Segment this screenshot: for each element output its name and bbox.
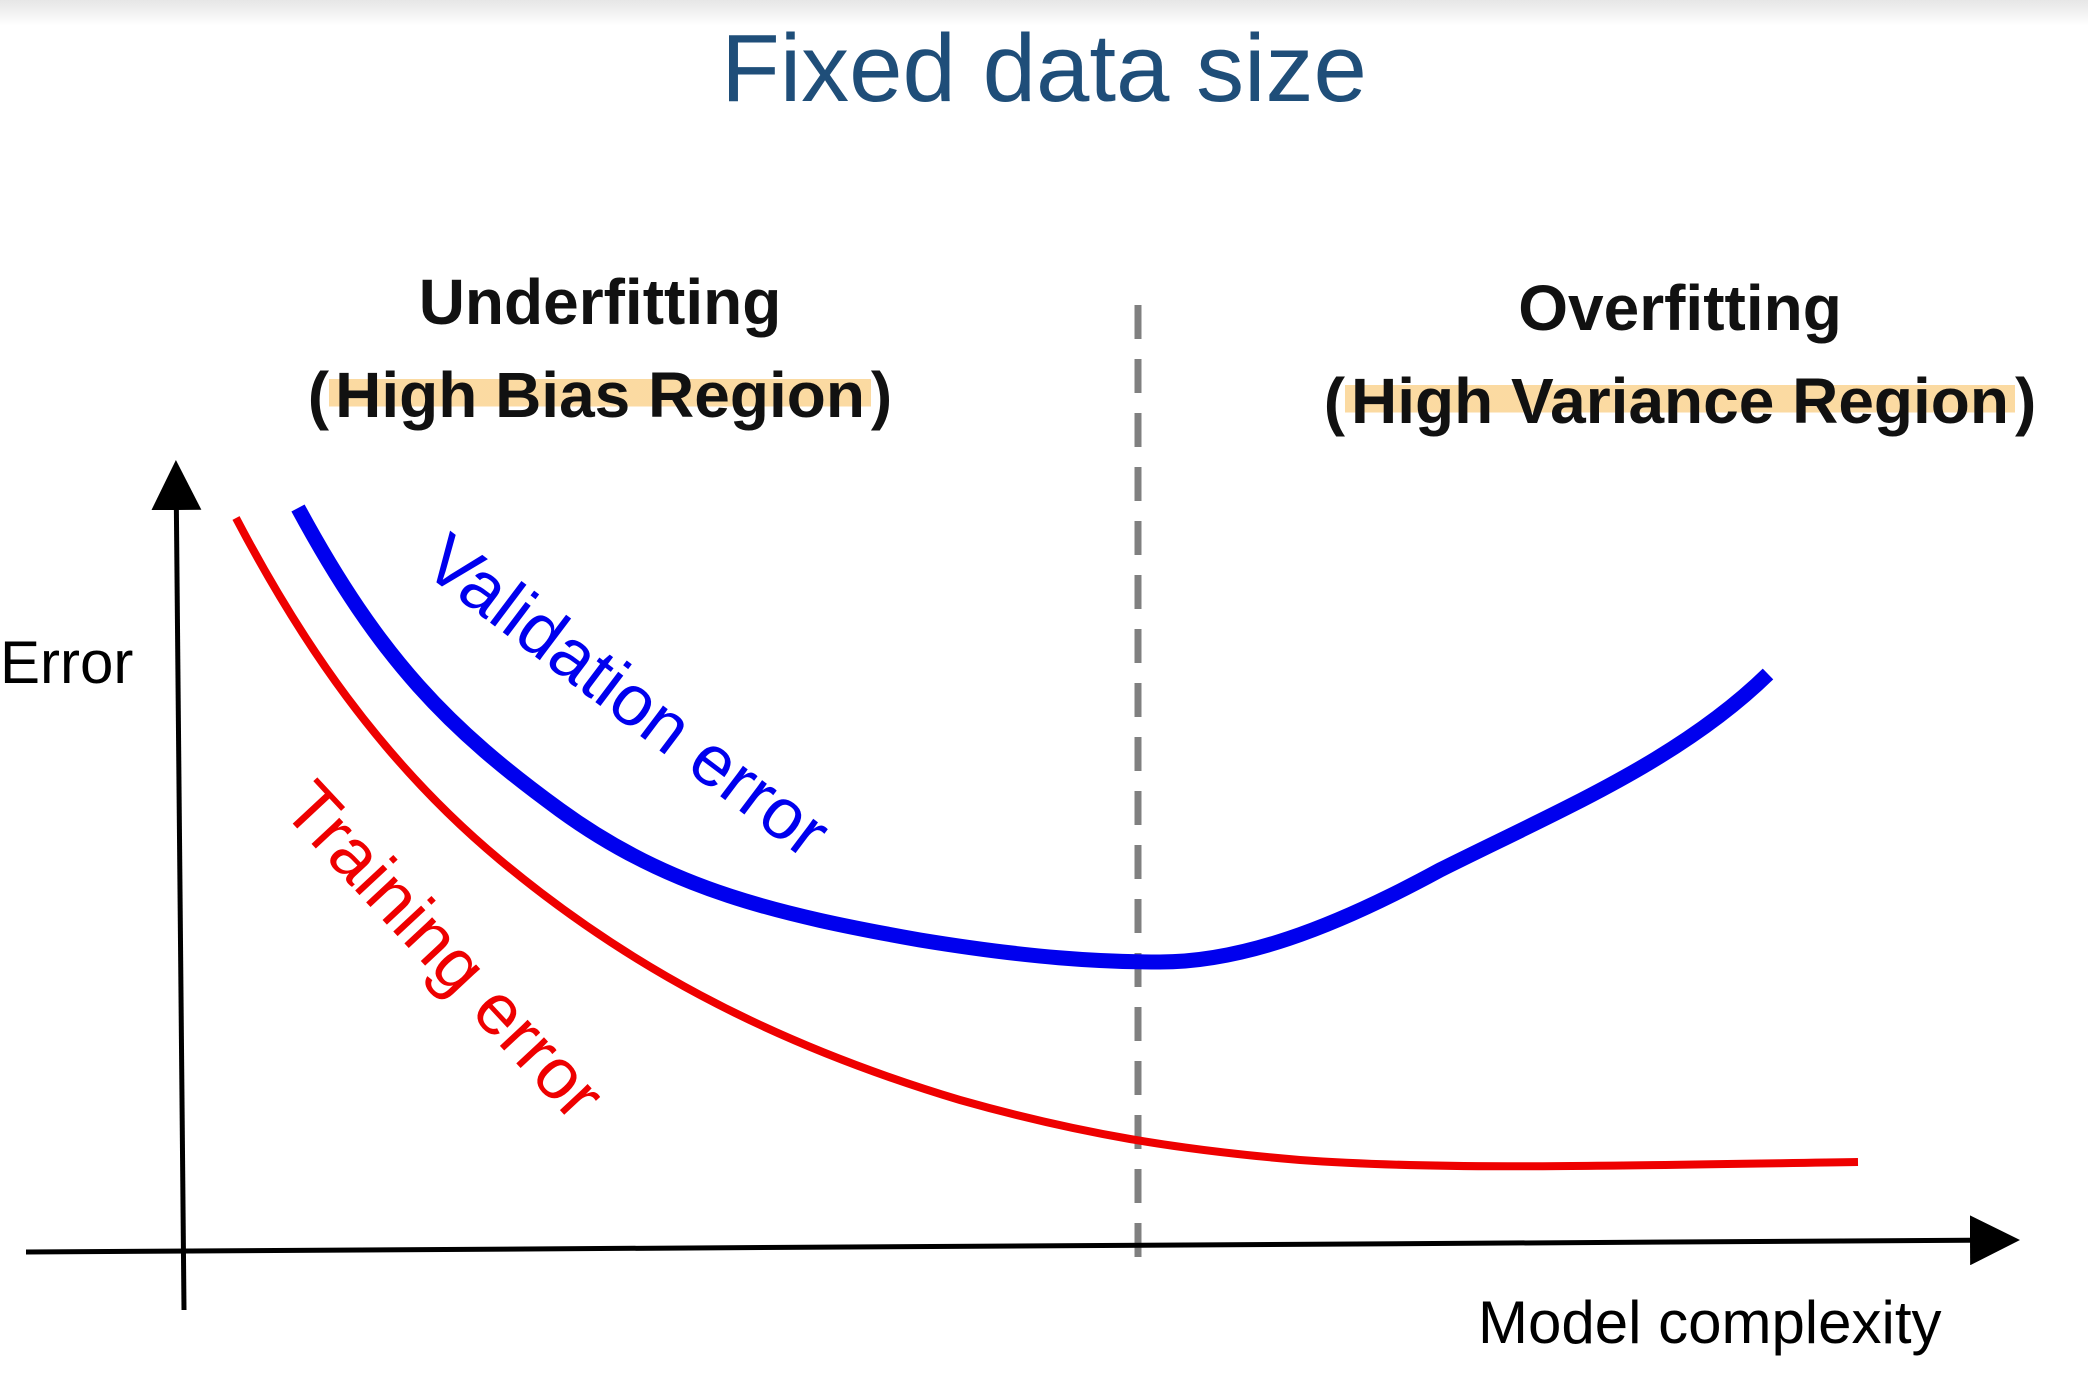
x-axis-label: Model complexity [1478,1289,1942,1356]
underfitting-subtitle: High Bias Region [329,358,871,431]
slide-title: Fixed data size [721,15,1367,122]
overfitting-subtitle-line: (High Variance Region) [1323,364,2037,437]
underfitting-region-label: Underfitting (High Bias Region) [260,256,940,442]
underfitting-subtitle-line: (High Bias Region) [307,358,893,431]
overfitting-title: Overfitting [1518,272,1842,344]
validation-error-label: Validation error [410,519,844,874]
y-axis-label: Error [0,629,134,696]
overfitting-subtitle: High Variance Region [1345,364,2015,437]
y-axis [151,460,202,1311]
overfitting-region-label: Overfitting (High Variance Region) [1280,262,2080,448]
top-shadow [0,0,2088,26]
underfitting-title: Underfitting [418,266,782,338]
x-axis [25,1215,2020,1266]
validation-error-curve [291,504,1774,970]
training-error-curve [232,516,1859,1171]
